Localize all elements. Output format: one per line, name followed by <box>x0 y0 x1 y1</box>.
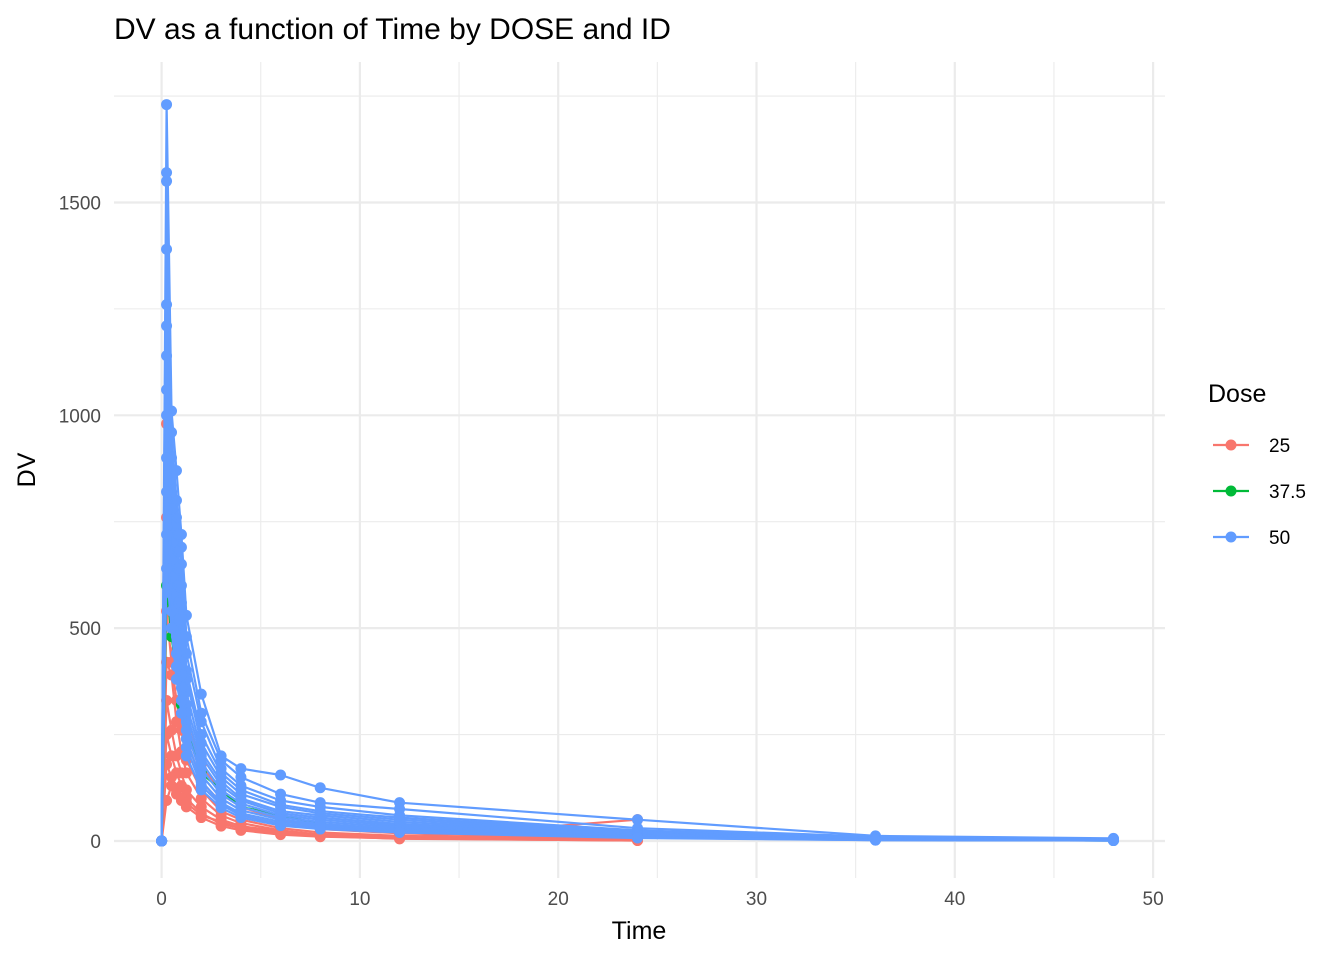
grid-major <box>114 62 1165 878</box>
x-tick-label: 10 <box>349 889 370 910</box>
series-dose-50 <box>156 452 1119 847</box>
legend-key-point <box>1225 485 1237 497</box>
data-point <box>195 792 207 804</box>
y-tick-label: 500 <box>69 619 101 640</box>
data-point <box>235 822 247 834</box>
data-point <box>166 771 178 783</box>
data-point <box>161 384 173 396</box>
y-tick-label: 0 <box>90 832 101 853</box>
data-point <box>166 780 178 792</box>
data-point <box>161 243 173 255</box>
data-point <box>161 486 173 498</box>
series-dose-37-5 <box>156 580 1119 847</box>
series-dose-50 <box>156 350 1119 847</box>
data-point <box>314 782 326 794</box>
x-tick-label: 20 <box>548 889 569 910</box>
x-tick-label: 30 <box>746 889 767 910</box>
legend-key-point <box>1225 439 1237 451</box>
series-dose-50 <box>156 167 1119 847</box>
data-point <box>869 834 881 846</box>
data-point <box>180 750 192 762</box>
data-point <box>275 820 287 832</box>
data-point <box>175 707 187 719</box>
data-point <box>1107 835 1119 847</box>
data-point <box>170 660 182 672</box>
y-tick-label: 1500 <box>59 193 101 214</box>
legend-key-50 <box>1213 531 1249 543</box>
legend-key-25 <box>1213 439 1249 451</box>
series-dose-50 <box>156 243 1119 847</box>
series-line <box>160 490 1114 842</box>
data-point <box>161 167 173 179</box>
data-point <box>180 797 192 809</box>
data-point <box>394 826 406 838</box>
x-tick-label: 0 <box>156 889 167 910</box>
data-point <box>215 802 227 814</box>
series-line <box>160 171 1114 842</box>
data-point <box>161 795 173 807</box>
legend-key-point <box>1225 531 1237 543</box>
x-tick-label: 40 <box>944 889 965 910</box>
data-point <box>161 528 173 540</box>
data-point <box>195 809 207 821</box>
series-dose-50 <box>156 175 1119 847</box>
data-point <box>166 605 178 617</box>
data-point <box>161 563 173 575</box>
series-dose-50 <box>156 299 1119 847</box>
series-dose-50 <box>156 486 1119 847</box>
data-point <box>314 823 326 835</box>
data-point <box>175 694 187 706</box>
series-line <box>160 354 1114 842</box>
data-point <box>161 452 173 464</box>
series-line <box>160 248 1114 842</box>
y-axis-title: DV <box>13 452 41 487</box>
legend: Dose 25 37.5 50 <box>1208 380 1306 549</box>
series-dose-25 <box>156 418 644 847</box>
x-tick-labels: 0 10 20 30 40 50 <box>156 889 1163 910</box>
data-point <box>161 320 173 332</box>
data-point <box>170 673 182 685</box>
data-point <box>161 299 173 311</box>
y-tick-labels: 0 500 1000 1500 <box>59 193 101 852</box>
legend-title: Dose <box>1208 380 1266 408</box>
data-point <box>235 763 247 775</box>
data-point <box>215 816 227 828</box>
series-line <box>160 584 1114 842</box>
data-point <box>161 175 173 187</box>
data-point <box>195 784 207 796</box>
grid-minor <box>114 62 1165 878</box>
series-dose-50 <box>156 320 1119 847</box>
chart-title: DV as a function of Time by DOSE and ID <box>114 13 671 46</box>
data-point <box>166 750 178 762</box>
series-line <box>160 388 1114 842</box>
data-point <box>161 99 173 111</box>
data-point <box>235 812 247 824</box>
data-point <box>632 832 644 844</box>
series-line <box>160 180 1114 842</box>
series-line <box>160 324 1114 842</box>
x-tick-label: 50 <box>1143 889 1164 910</box>
series-line <box>160 303 1114 842</box>
series-dose-50 <box>156 563 1119 847</box>
series-dose-50 <box>156 384 1119 847</box>
data-point <box>235 771 247 783</box>
data-point <box>161 350 173 362</box>
data-point <box>156 835 168 847</box>
y-tick-label: 1000 <box>59 406 101 427</box>
data-point <box>275 769 287 781</box>
series-line <box>160 103 1114 842</box>
data-point <box>166 622 178 634</box>
legend-label: 25 <box>1269 436 1290 457</box>
data-point <box>170 716 182 728</box>
legend-key-37-5 <box>1213 485 1249 497</box>
x-axis-title: Time <box>612 917 667 945</box>
series-line <box>160 533 1114 842</box>
legend-label: 50 <box>1269 528 1290 549</box>
legend-label: 37.5 <box>1269 482 1306 503</box>
data-point <box>161 409 173 421</box>
series-layer <box>156 99 1119 847</box>
data-point <box>632 814 644 826</box>
